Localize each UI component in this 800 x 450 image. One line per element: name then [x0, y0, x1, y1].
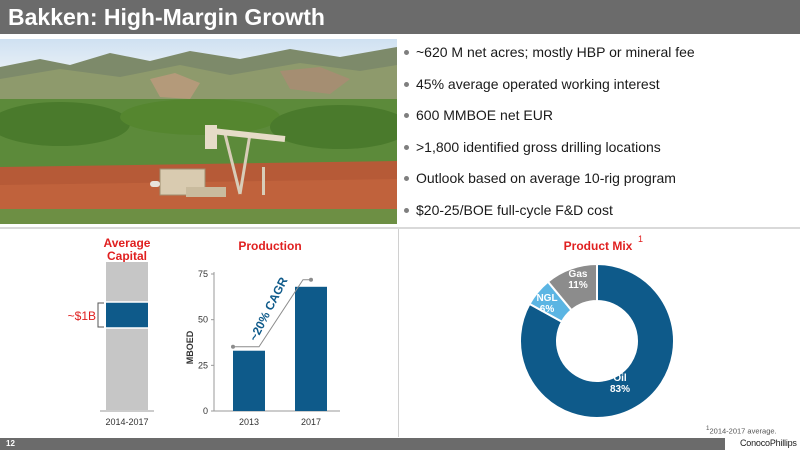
bullet-item: 45% average operated working interest	[402, 74, 797, 106]
production-y-tick-label: 75	[198, 269, 208, 279]
cagr-end-dot	[309, 277, 313, 282]
donut-value-ngl: 6%	[540, 304, 555, 315]
product-mix-superscript: 1	[638, 234, 643, 244]
capital-bar	[106, 262, 148, 410]
cagr-connector-line	[233, 279, 311, 348]
oil-pump-photo	[0, 39, 397, 224]
capital-bracket	[97, 302, 104, 328]
title-bar: Bakken: High-Margin Growth	[0, 0, 800, 34]
key-points-list: ~620 M net acres; mostly HBP or mineral …	[402, 42, 797, 231]
capital-annotation: ~$1B	[68, 309, 96, 323]
production-y-axis-label: MBOED	[185, 330, 195, 364]
bullet-item: >1,800 identified gross drilling locatio…	[402, 137, 797, 169]
horizontal-divider	[0, 227, 800, 229]
donut-value-gas: 11%	[568, 280, 588, 291]
slide-title: Bakken: High-Margin Growth	[8, 4, 325, 30]
production-bar-2017	[295, 286, 327, 411]
production-y-tick-label: 25	[198, 360, 208, 370]
bullet-item: Outlook based on average 10-rig program	[402, 168, 797, 200]
vertical-divider	[398, 229, 399, 437]
production-y-tick-label: 50	[198, 315, 208, 325]
bullet-item: 600 MMBOE net EUR	[402, 105, 797, 137]
product-mix-title: Product Mix	[564, 239, 633, 253]
logo-background	[725, 436, 800, 450]
footer-bar	[0, 438, 800, 450]
production-category-label: 2017	[301, 417, 321, 427]
footnote-mark: 1	[706, 425, 710, 432]
donut-slice-gas	[546, 262, 598, 312]
donut-label-gas: Gas	[569, 269, 588, 280]
donut-value-oil: 83%	[610, 384, 630, 395]
donut-slice-oil	[519, 262, 675, 419]
capital-category-label: 2014-2017	[105, 417, 148, 427]
production-title: Production	[238, 239, 301, 253]
footnote: 12014-2017 average.	[706, 425, 777, 436]
page-number: 12	[6, 439, 15, 448]
company-logo: ConocoPhillips	[740, 438, 797, 448]
capital-title-line1: Average	[104, 236, 151, 250]
capital-highlight-band	[106, 302, 148, 328]
production-bar-2013	[233, 350, 265, 411]
production-category-label: 2013	[239, 417, 259, 427]
donut-label-oil: Oil	[613, 373, 627, 384]
footnote-text: 2014-2017 average.	[709, 426, 777, 436]
bullet-item: ~620 M net acres; mostly HBP or mineral …	[402, 42, 797, 74]
capital-title-line2: Capital	[107, 249, 147, 263]
bullet-item: $20-25/BOE full-cycle F&D cost	[402, 200, 797, 232]
donut-label-ngl: NGL	[536, 293, 557, 304]
cagr-start-dot	[231, 344, 235, 349]
production-y-tick-label: 0	[203, 406, 208, 416]
